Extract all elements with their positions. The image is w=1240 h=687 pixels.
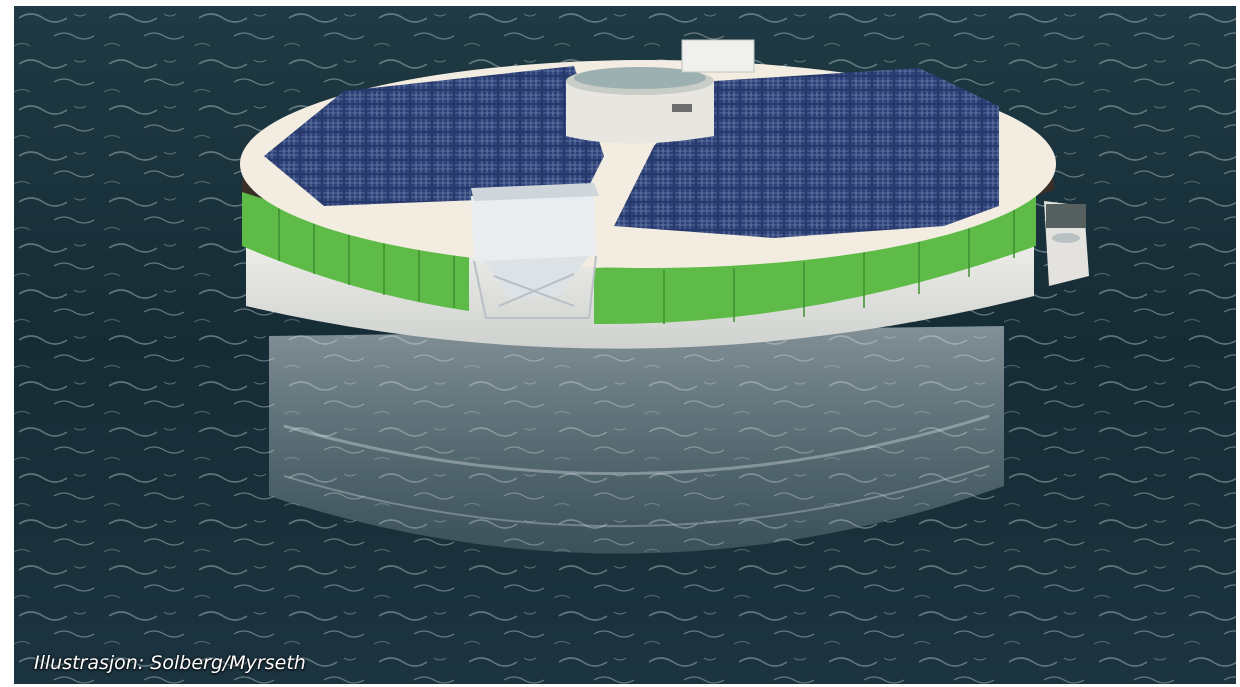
submerged-hull (269, 326, 1004, 554)
floating-fish-farm-illustration (14, 6, 1236, 684)
image-credit: Illustrasjon: Solberg/Myrseth (34, 652, 306, 674)
illustration-frame: Illustrasjon: Solberg/Myrseth (14, 6, 1236, 684)
rear-utility-box (681, 39, 755, 73)
solar-panels-left (264, 66, 604, 206)
central-tower (566, 67, 714, 144)
feed-silo (471, 183, 599, 319)
side-unit (1044, 201, 1089, 286)
